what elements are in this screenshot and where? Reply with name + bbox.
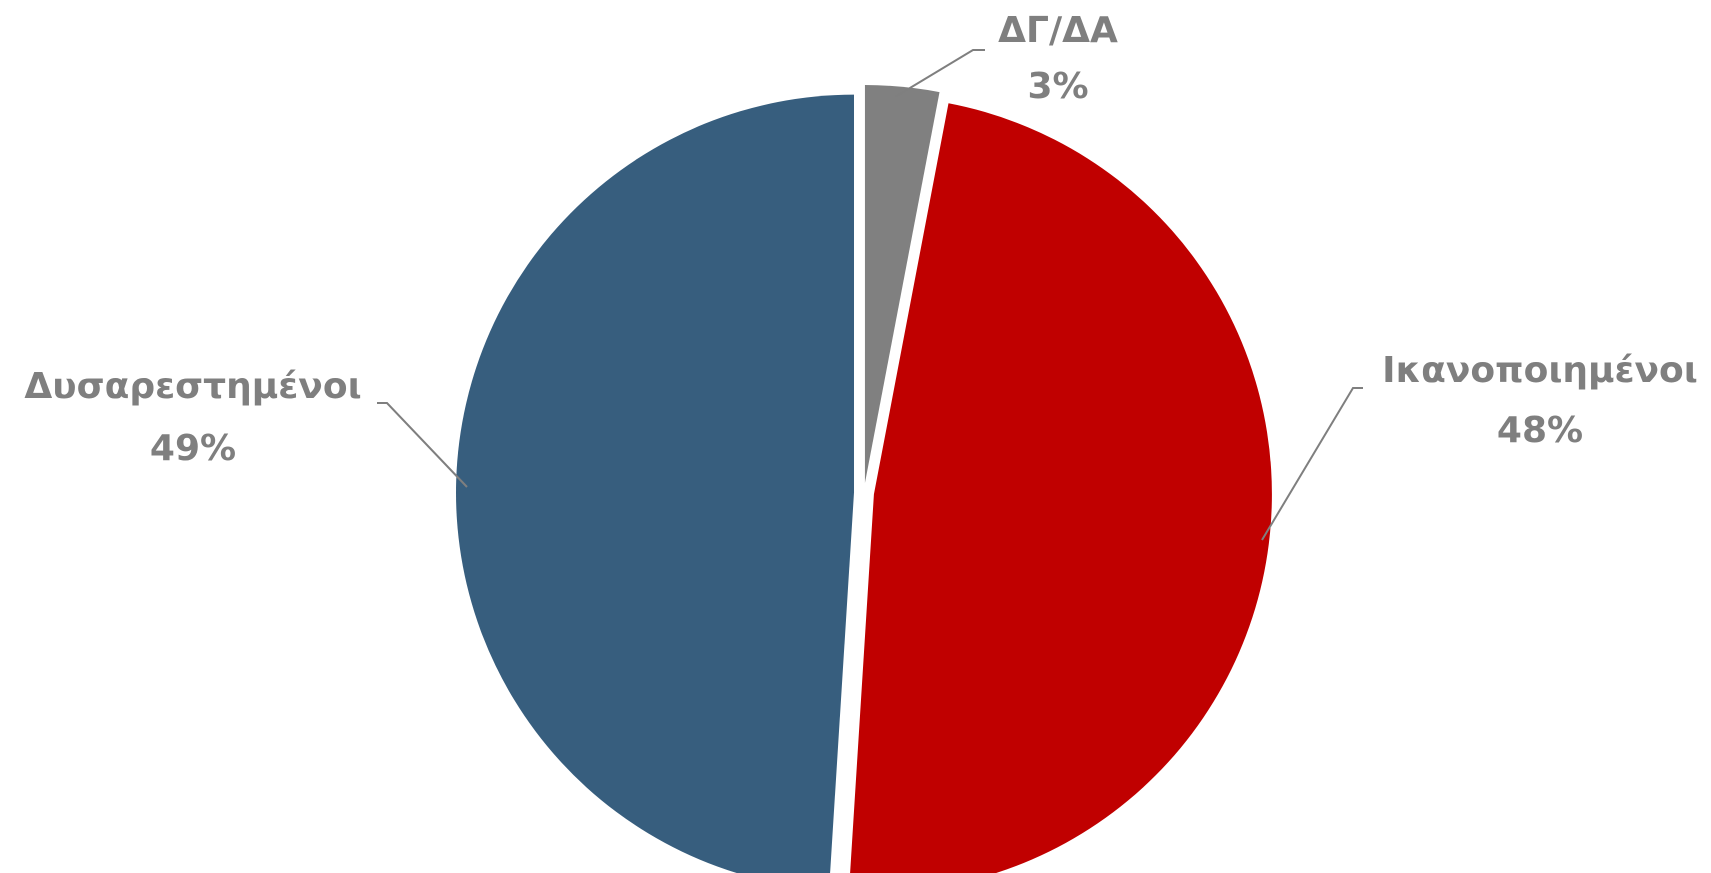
- pie-slice: [864, 85, 940, 484]
- value-label: 3%: [1027, 66, 1088, 107]
- pie-slice: [456, 94, 855, 873]
- value-label: 48%: [1497, 410, 1583, 451]
- value-label: 49%: [150, 428, 236, 469]
- leader-line: [894, 49, 985, 98]
- slice-label: Ικανοποιημένοι: [1382, 350, 1698, 391]
- pie-slice: [850, 103, 1272, 873]
- slice-label: Δυσαρεστημένοι: [24, 366, 361, 407]
- leader-line: [377, 402, 468, 488]
- leader-line: [1261, 387, 1363, 541]
- slice-label: ΔΓ/ΔΑ: [998, 10, 1118, 51]
